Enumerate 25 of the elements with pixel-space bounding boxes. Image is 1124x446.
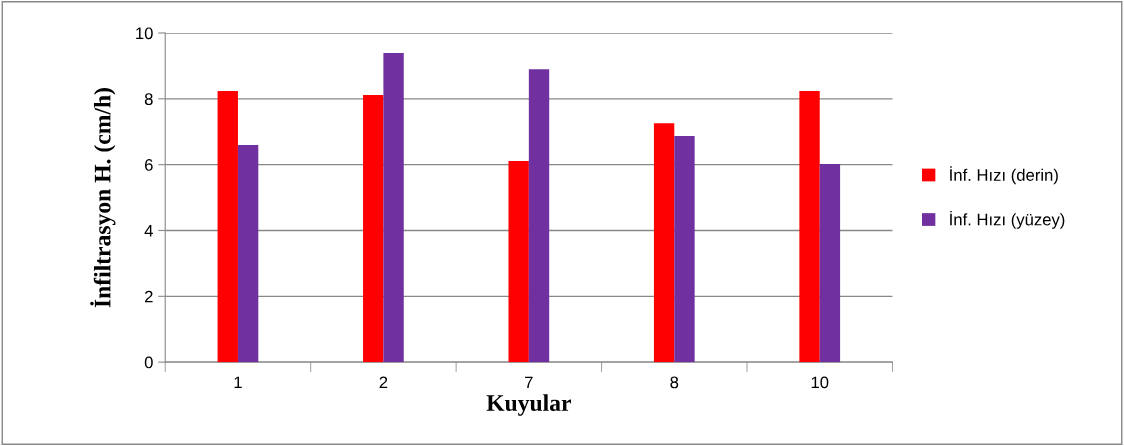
y-tick-label: 10 [136,27,153,40]
bar [508,161,529,363]
y-tick-label: 6 [145,159,153,171]
bar [799,90,820,363]
y-tick-label: 2 [144,290,153,303]
bar [653,123,675,363]
x-tick-label: 2 [379,376,388,389]
bar [819,164,841,363]
x-tick-label: 8 [670,376,679,389]
y-axis-title: İnfiltrasyon H. (cm/h) [90,88,116,308]
bar [217,90,238,363]
bar [674,136,695,363]
x-tick-label: 1 [234,376,242,389]
x-axis-title: Kuyular [486,394,571,416]
bar [383,53,404,363]
bar [237,144,259,363]
legend-label: İnf. Hızı (yüzey) [950,210,1065,229]
y-tick-label: 0 [144,356,153,369]
x-tick-label: 10 [811,376,829,389]
x-tick-label: 7 [525,376,533,389]
legend-label: İnf. Hızı (derin) [950,166,1058,185]
bar [363,94,384,363]
y-tick-label: 4 [144,225,153,237]
y-tick-label: 8 [144,93,153,106]
bar [528,69,550,363]
